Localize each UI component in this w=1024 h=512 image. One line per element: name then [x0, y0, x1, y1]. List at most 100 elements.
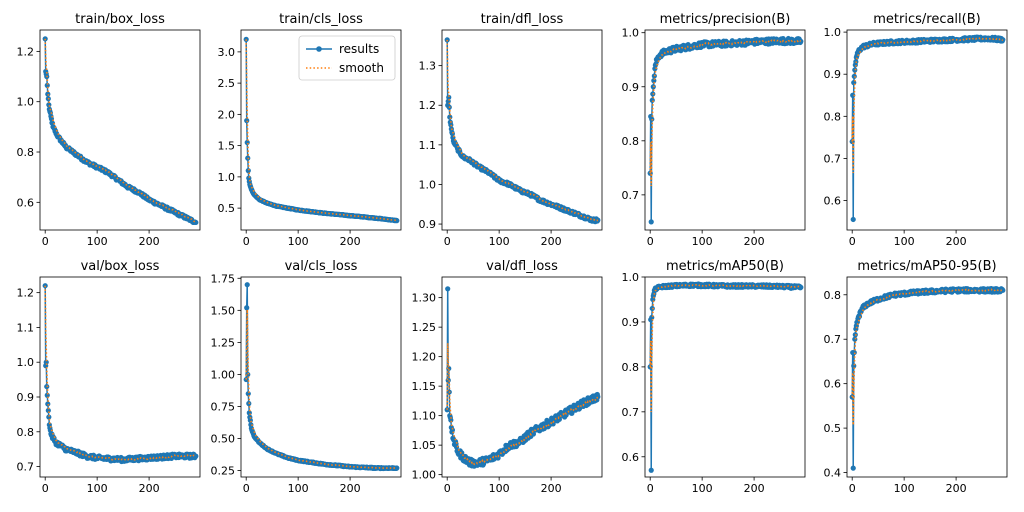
train-box-loss-title: train/box_loss: [75, 12, 165, 27]
train-dfl-loss-xtick-label: 100: [489, 235, 510, 248]
val-cls-loss-smooth-line: [245, 309, 397, 470]
train-dfl-loss-ytick-label: 0.9: [419, 218, 437, 231]
metrics-recall-b-ytick-label: 0.6: [824, 195, 842, 208]
metrics-map50-b-xtick-label: 100: [692, 482, 713, 495]
train-box-loss-ytick-label: 1.0: [17, 96, 35, 109]
metrics-map50-b-data-point: [649, 314, 655, 321]
metrics-recall-b-ytick-label: 1.0: [824, 26, 842, 39]
val-cls-loss-ytick-label: 1.00: [211, 368, 236, 381]
val-cls-loss-data-point: [244, 282, 250, 288]
train-box-loss-data-point: [44, 82, 50, 88]
val-dfl-loss-data-point: [449, 427, 455, 433]
val-cls-loss-xtick-label: 0: [243, 482, 250, 495]
val-box-loss-ytick-label: 0.8: [17, 426, 35, 439]
metrics-precision-b-data-point: [798, 38, 804, 44]
metrics-map50-95-b-title: metrics/mAP50-95(B): [857, 259, 996, 274]
val-dfl-loss-data-point: [448, 417, 454, 423]
metrics-map50-95-b-ytick-label: 0.7: [824, 333, 842, 346]
val-dfl-loss-ytick-label: 1.30: [412, 292, 437, 305]
train-cls-loss-ytick-label: 0.5: [218, 202, 236, 215]
val-dfl-loss-title: val/dfl_loss: [486, 259, 558, 274]
metrics-map50-95-b-results-markers: [849, 285, 1006, 471]
train-cls-loss-title: train/cls_loss: [279, 12, 363, 27]
train-box-loss-xtick-label: 0: [42, 235, 49, 248]
val-box-loss-title: val/box_loss: [81, 259, 160, 274]
metrics-map50-95-b-ytick-label: 0.4: [824, 467, 842, 480]
train-cls-loss-xtick-label: 0: [243, 235, 250, 248]
train-dfl-loss-xtick-label: 0: [444, 235, 451, 248]
metrics-recall-b-data-point: [850, 216, 856, 223]
metrics-precision-b-xtick-label: 100: [692, 235, 713, 248]
train-dfl-loss-ytick-label: 1.1: [419, 139, 437, 152]
val-cls-loss-ytick-label: 0.75: [211, 400, 236, 413]
metrics-precision-b-title: metrics/precision(B): [660, 12, 791, 27]
metrics-map50-b-title: metrics/mAP50(B): [666, 259, 784, 274]
val-box-loss-data-point: [45, 401, 51, 407]
metrics-precision-b-frame: [644, 29, 806, 231]
val-cls-loss-results-markers: [243, 282, 400, 472]
train-cls-loss-xtick-label: 100: [288, 235, 309, 248]
val-dfl-loss-xtick-label: 100: [489, 482, 510, 495]
metrics-recall-b-ytick-label: 0.8: [824, 110, 842, 123]
val-cls-loss-ytick-label: 1.25: [211, 336, 236, 349]
val-cls-loss-data-point: [394, 465, 400, 471]
val-dfl-loss-data-point: [446, 365, 452, 372]
metrics-recall-b-ytick-label: 0.9: [824, 68, 842, 81]
metrics-recall-b-xtick-label: 0: [849, 235, 856, 248]
val-dfl-loss-ytick-label: 1.10: [412, 410, 437, 423]
val-box-loss-frame: [39, 276, 201, 478]
val-dfl-loss-ytick-label: 1.05: [412, 439, 437, 452]
train-dfl-loss-ytick-label: 1.3: [419, 60, 437, 73]
metrics-precision-b-ytick-label: 0.9: [622, 81, 640, 94]
train-cls-loss-xtick-label: 200: [340, 235, 361, 248]
train-cls-loss-ytick-label: 2.5: [218, 77, 236, 90]
metrics-map50-95-b-xtick-label: 100: [894, 482, 915, 495]
val-dfl-loss-panel: val/dfl_loss 0 100 200 1.00 1.05 1.10 1.15 1.20 1…: [412, 259, 603, 495]
metrics-recall-b-title: metrics/recall(B): [873, 12, 980, 27]
train-cls-loss-frame: [240, 29, 402, 231]
val-box-loss-panel: val/box_loss 0 100 200 0.7 0.8 0.9 1.0 1.1 1.2: [17, 259, 201, 495]
metrics-map50-b-frame: [644, 276, 806, 478]
metrics-recall-b-frame: [846, 29, 1008, 231]
val-dfl-loss-xtick-label: 0: [444, 482, 451, 495]
metrics-precision-b-results-markers: [647, 35, 804, 225]
val-box-loss-ytick-label: 1.2: [17, 287, 35, 300]
legend-box: [298, 35, 396, 81]
metrics-map50-95-b-panel: metrics/mAP50-95(B) 0 100 200 0.4 0.5 0.6 0.7 0.…: [824, 259, 1008, 495]
metrics-precision-b-ytick-label: 1.0: [622, 27, 640, 40]
metrics-map50-b-xtick-label: 200: [744, 482, 765, 495]
metrics-map50-b-ytick-label: 0.6: [622, 451, 640, 464]
val-cls-loss-panel: val/cls_loss 0 100 200 0.25 0.50 0.75 1.00 1.25 1…: [211, 259, 402, 495]
train-box-loss-ytick-label: 1.2: [17, 45, 35, 58]
metrics-map50-95-b-ytick-label: 0.8: [824, 289, 842, 302]
val-dfl-loss-xtick-label: 200: [541, 482, 562, 495]
metrics-recall-b-smooth-line: [851, 37, 1003, 173]
metrics-recall-b-results-markers: [849, 34, 1006, 223]
val-dfl-loss-frame: [441, 276, 603, 478]
legend-smooth-label: smooth: [339, 61, 384, 75]
metrics-precision-b-panel: metrics/precision(B) 0 100 200 0.7 0.8 0.9 1.0: [622, 12, 806, 248]
val-box-loss-smooth-line: [44, 285, 196, 462]
metrics-map50-95-b-data-point: [851, 349, 857, 356]
val-dfl-loss-results-markers: [444, 286, 601, 469]
val-cls-loss-frame: [240, 276, 402, 478]
metrics-recall-b-xtick-label: 200: [946, 235, 967, 248]
train-cls-loss-data-point: [245, 168, 251, 174]
val-box-loss-xtick-label: 200: [139, 482, 160, 495]
val-box-loss-data-point: [44, 392, 50, 398]
metrics-map50-b-xtick-label: 0: [647, 482, 654, 495]
train-box-loss-data-point: [45, 91, 51, 97]
val-cls-loss-xtick-label: 100: [288, 482, 309, 495]
val-box-loss-ytick-label: 1.1: [17, 321, 35, 334]
metrics-map50-b-smooth-line: [649, 283, 802, 413]
train-cls-loss-results-markers: [243, 36, 400, 224]
metrics-recall-b-data-point: [850, 92, 856, 98]
val-box-loss-ytick-label: 0.9: [17, 391, 35, 404]
metrics-recall-b-panel: metrics/recall(B) 0 100 200 0.6 0.7 0.8 0.9 1.0: [824, 12, 1008, 248]
train-box-loss-results-line: [44, 38, 197, 224]
legend: results smooth: [298, 35, 396, 81]
train-dfl-loss-panel: train/dfl_loss 0 100 200 0.9 1.0 1.1 1.2 1.3: [419, 12, 603, 248]
val-box-loss-data-point: [46, 414, 52, 420]
metrics-map50-95-b-results-line: [851, 285, 1004, 469]
val-cls-loss-ytick-label: 0.50: [211, 433, 236, 446]
